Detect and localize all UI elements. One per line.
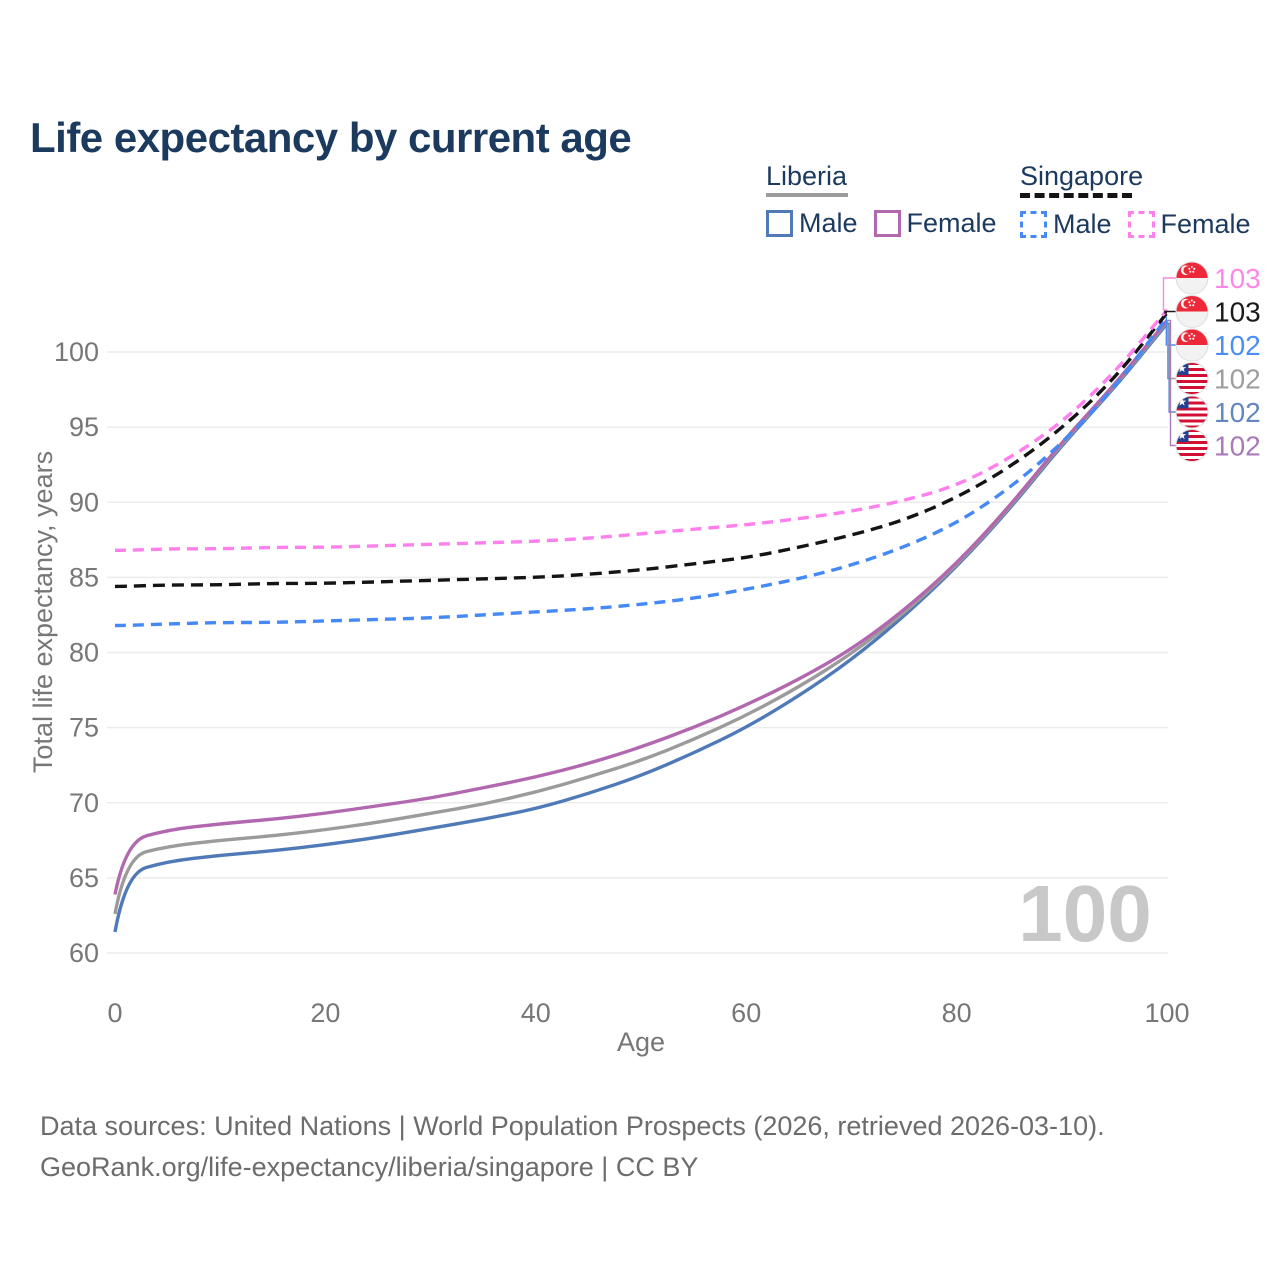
legend-label-liberia-male: Male [799, 208, 858, 238]
legend-country-liberia[interactable]: Liberia [766, 161, 848, 191]
legend-checkbox-liberia-female[interactable] [873, 210, 901, 237]
leader-line-5 [1167, 319, 1176, 447]
y-tick-80: 80 [69, 638, 99, 668]
footer: Data sources: United Nations | World Pop… [40, 1106, 1105, 1188]
y-tick-100: 100 [54, 337, 99, 367]
footer-data-sources: Data sources: United Nations | World Pop… [40, 1111, 1105, 1141]
y-axis-title: Total life expectancy, years [28, 451, 58, 773]
legend-label-singapore-male: Male [1053, 209, 1112, 239]
end-value-label-singapore-female: 103 [1214, 263, 1261, 294]
series-line-singapore-female[interactable] [114, 308, 1169, 552]
footer-attribution: GeoRank.org/life-expectancy/liberia/sing… [40, 1152, 699, 1182]
axis-labels: 60 65 70 75 80 85 90 95 100 0 20 40 60 80 100 Age Total … [28, 337, 1190, 1057]
series-line-singapore-male[interactable] [114, 316, 1169, 628]
legend-group-singapore: Singapore Male Female [1020, 162, 1251, 240]
page-title: Life expectancy by current age [30, 114, 632, 162]
y-tick-65: 65 [69, 863, 99, 893]
legend-line-sample-singapore [1020, 193, 1132, 198]
legend-country-singapore[interactable]: Singapore [1020, 161, 1144, 191]
liberia-flag-icon [1176, 362, 1209, 395]
x-tick-60: 60 [731, 998, 761, 1028]
x-tick-40: 40 [521, 998, 551, 1028]
legend-item-liberia-female[interactable]: Female [873, 208, 997, 239]
end-value-label-liberia-male: 102 [1214, 397, 1261, 428]
y-tick-60: 60 [69, 938, 99, 968]
x-axis-title: Age [617, 1027, 665, 1057]
legend-item-singapore-female[interactable]: Female [1127, 209, 1251, 240]
leader-line-3 [1167, 321, 1176, 380]
end-value-label-singapore-both-sexes: 103 [1214, 297, 1261, 328]
series-line-liberia-female[interactable] [113, 319, 1169, 895]
x-tick-80: 80 [942, 998, 972, 1028]
legend-checkbox-singapore-male[interactable] [1020, 211, 1047, 238]
y-tick-70: 70 [69, 788, 99, 818]
end-value-label-liberia-both-sexes: 102 [1214, 364, 1261, 395]
x-tick-100: 100 [1144, 998, 1189, 1028]
leader-line-1 [1164, 310, 1176, 314]
legend-checkbox-liberia-male[interactable] [766, 210, 793, 237]
singapore-flag-icon [1175, 261, 1209, 295]
gridlines [107, 351, 1168, 954]
legend-item-singapore-male[interactable]: Male [1020, 209, 1112, 240]
series-line-singapore-both-sexes[interactable] [114, 311, 1169, 589]
legend-label-liberia-female: Female [906, 208, 997, 238]
series-lines [113, 308, 1169, 933]
leader-line-0 [1162, 277, 1176, 311]
leader-line-4 [1167, 322, 1176, 413]
y-tick-75: 75 [69, 713, 99, 743]
age-counter-watermark: 100 [1018, 869, 1152, 958]
singapore-flag-icon [1175, 328, 1209, 362]
singapore-flag-icon [1175, 295, 1209, 328]
x-tick-0: 0 [107, 998, 122, 1028]
legend-line-sample-liberia [766, 193, 848, 197]
y-tick-95: 95 [69, 412, 99, 442]
liberia-flag-icon [1176, 429, 1209, 462]
legend-label-singapore-female: Female [1160, 209, 1251, 239]
end-value-label-singapore-male: 102 [1214, 330, 1261, 361]
legend-checkbox-singapore-female[interactable] [1127, 211, 1155, 238]
legend-group-liberia: Liberia Male Female [766, 162, 997, 239]
x-tick-20: 20 [310, 998, 340, 1028]
liberia-flag-icon [1176, 396, 1209, 429]
legend-item-liberia-male[interactable]: Male [766, 208, 858, 239]
y-tick-85: 85 [69, 562, 99, 592]
y-tick-90: 90 [69, 487, 99, 517]
series-line-liberia-male[interactable] [113, 322, 1169, 933]
end-value-label-liberia-female: 102 [1214, 431, 1261, 462]
series-line-liberia-both-sexes[interactable] [113, 320, 1169, 915]
